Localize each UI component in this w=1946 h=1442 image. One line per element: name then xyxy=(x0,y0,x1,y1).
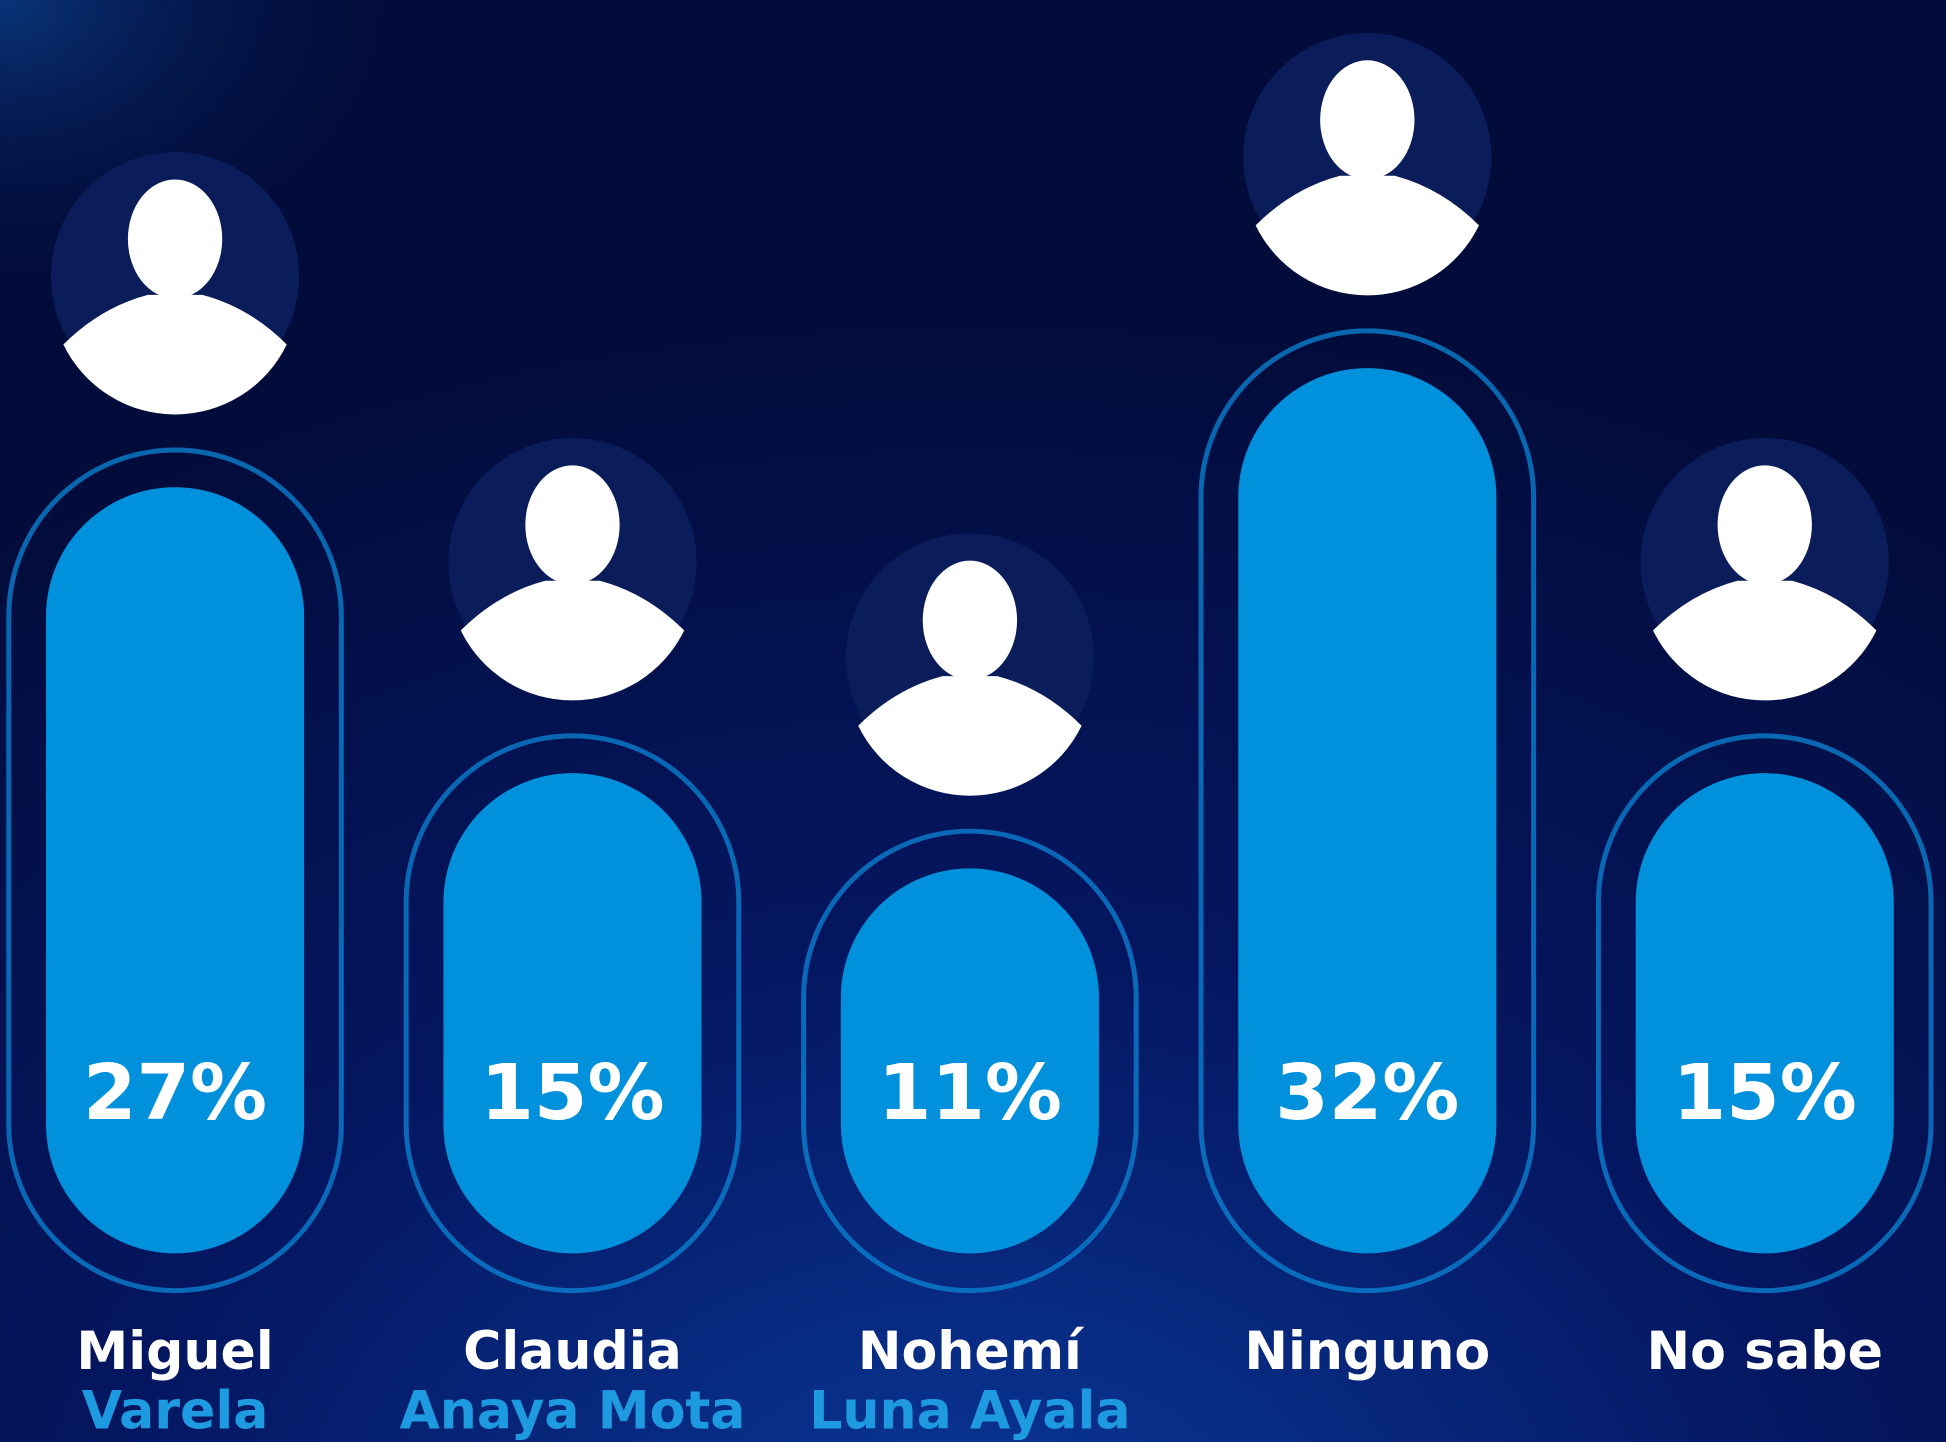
avatar-shoulders xyxy=(1653,580,1877,701)
avatar-shoulders xyxy=(1255,175,1480,296)
value-label: 32% xyxy=(1275,1049,1459,1138)
category-label: Nohemí xyxy=(858,1322,1085,1382)
category-label: Luna Ayala xyxy=(809,1382,1130,1442)
bar-outline xyxy=(403,733,742,1294)
bar-outline xyxy=(1198,328,1537,1294)
category-label: Claudia xyxy=(463,1322,682,1382)
avatar-head xyxy=(922,560,1018,680)
bar xyxy=(46,487,305,1254)
bar-outline xyxy=(1595,733,1934,1294)
avatar-head xyxy=(1320,60,1415,180)
category-label: Miguel xyxy=(76,1322,273,1382)
value-label: 11% xyxy=(878,1049,1062,1138)
bar xyxy=(1238,368,1497,1254)
value-label: 15% xyxy=(480,1049,664,1138)
avatar-head xyxy=(525,465,620,585)
avatar-head xyxy=(1717,465,1812,585)
category-label: Ninguno xyxy=(1244,1322,1490,1382)
value-label: 15% xyxy=(1673,1049,1857,1138)
category-label: Varela xyxy=(82,1382,269,1442)
bar xyxy=(1635,773,1894,1254)
bar-outline xyxy=(801,828,1139,1294)
value-label: 27% xyxy=(83,1049,267,1138)
category-label: Anaya Mota xyxy=(399,1382,745,1442)
bar xyxy=(840,868,1099,1254)
avatar-shoulders xyxy=(63,294,287,415)
avatar-shoulders xyxy=(858,676,1082,796)
category-label: No sabe xyxy=(1647,1322,1883,1382)
avatar-head xyxy=(127,179,223,299)
bar xyxy=(443,773,702,1254)
bar-outline xyxy=(6,447,344,1294)
avatar-shoulders xyxy=(460,580,685,701)
